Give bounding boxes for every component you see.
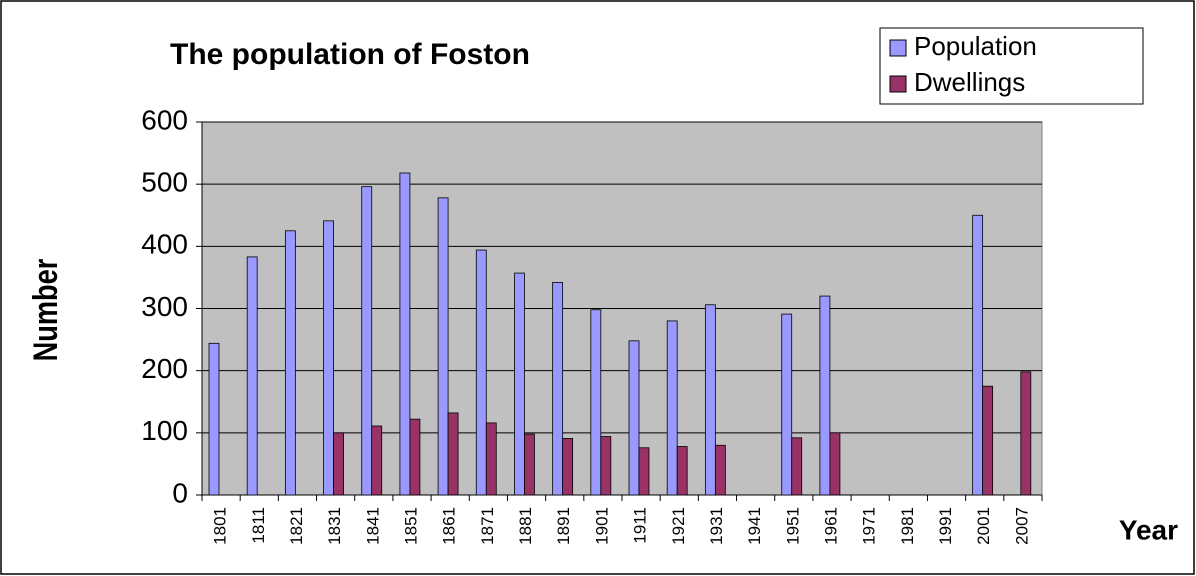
y-tick-label: 600 xyxy=(141,104,188,135)
x-tick-label: 1931 xyxy=(707,507,726,545)
x-tick-label: 1861 xyxy=(440,507,459,545)
bar xyxy=(475,249,487,496)
x-tick-label: 1961 xyxy=(821,507,840,545)
bar xyxy=(829,432,841,496)
y-tick-label: 200 xyxy=(141,353,188,384)
x-tick-label: 1851 xyxy=(401,507,420,545)
bar xyxy=(972,214,984,496)
bar xyxy=(485,422,497,496)
bar xyxy=(399,172,411,496)
x-tick-label: 1911 xyxy=(631,507,650,544)
x-tick-label: 1991 xyxy=(936,507,955,545)
bar xyxy=(628,340,640,496)
bar xyxy=(361,186,373,496)
bar xyxy=(819,295,831,496)
x-tick-label: 1891 xyxy=(554,507,573,545)
bar xyxy=(704,304,716,496)
bar xyxy=(246,256,258,496)
bar xyxy=(323,220,334,496)
x-tick-label: 2007 xyxy=(1012,507,1031,545)
chart-title: The population of Foston xyxy=(170,38,530,71)
x-tick-label: 1871 xyxy=(478,507,497,545)
bar xyxy=(409,418,421,496)
legend-swatch xyxy=(889,39,907,57)
bar xyxy=(638,447,650,496)
x-tick-label: 1841 xyxy=(363,507,382,545)
y-tick-label: 500 xyxy=(141,167,188,198)
x-axis-label: Year xyxy=(1119,514,1178,545)
x-tick-label: 1901 xyxy=(592,507,611,545)
x-tick-label: 2001 xyxy=(974,507,993,545)
x-tick-label: 1821 xyxy=(287,507,306,545)
bar xyxy=(447,412,459,496)
bar xyxy=(600,436,612,496)
bar xyxy=(781,313,793,496)
bar xyxy=(791,437,803,496)
x-tick-label: 1801 xyxy=(211,507,230,545)
legend-swatch xyxy=(889,75,907,93)
bar xyxy=(590,309,602,496)
x-tick-label: 1981 xyxy=(898,507,917,545)
bar xyxy=(371,425,383,496)
legend-label: Population xyxy=(914,31,1037,61)
bar xyxy=(1020,371,1032,496)
x-tick-label: 1881 xyxy=(516,507,535,545)
x-tick-label: 1971 xyxy=(860,507,879,545)
legend-box xyxy=(879,27,1144,105)
bar xyxy=(514,272,525,496)
y-tick-label: 0 xyxy=(172,477,188,508)
y-tick-label: 100 xyxy=(141,415,188,446)
bar xyxy=(284,230,296,496)
bar xyxy=(666,320,678,496)
bar xyxy=(208,342,220,496)
bar xyxy=(562,438,574,496)
bar xyxy=(437,197,449,496)
legend-label: Dwellings xyxy=(914,67,1025,97)
bar xyxy=(524,433,535,496)
x-tick-label: 1811 xyxy=(249,507,268,544)
bar xyxy=(714,444,726,496)
y-tick-label: 400 xyxy=(141,229,188,260)
y-axis-label: Number xyxy=(26,259,65,362)
bar xyxy=(333,432,344,496)
x-tick-label: 1941 xyxy=(745,507,764,545)
x-tick-label: 1951 xyxy=(783,507,802,545)
bar xyxy=(552,281,564,496)
bar xyxy=(982,385,994,496)
bar xyxy=(676,446,688,496)
x-tick-label: 1921 xyxy=(669,507,688,545)
y-tick-label: 300 xyxy=(141,291,188,322)
x-tick-label: 1831 xyxy=(325,507,344,545)
